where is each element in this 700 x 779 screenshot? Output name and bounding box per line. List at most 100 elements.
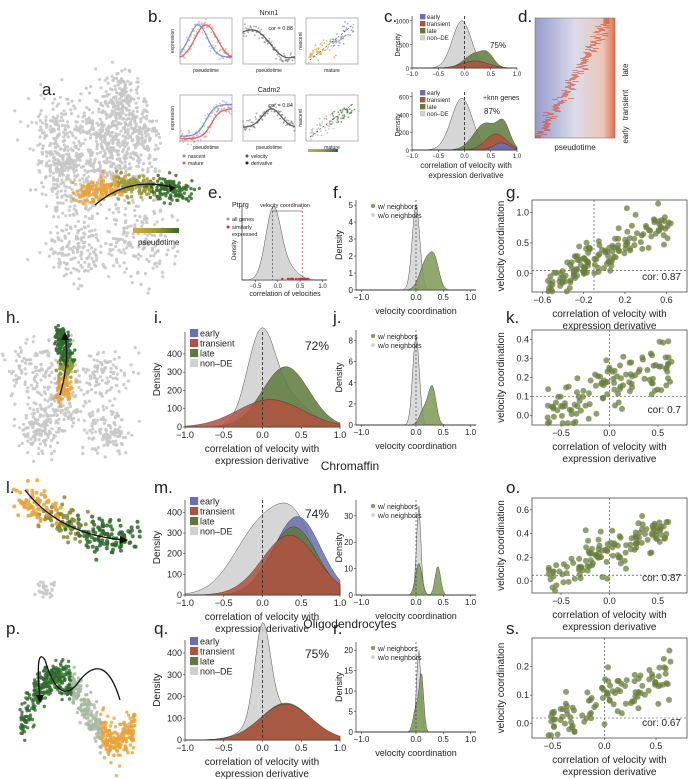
embedding-point (133, 146, 137, 150)
heatmap-peak (545, 117, 552, 119)
heatmap-peak (594, 31, 601, 33)
embedding-point (61, 173, 65, 177)
embedding-point (126, 201, 131, 205)
embedding-point (98, 543, 102, 548)
embedding-point (91, 203, 95, 207)
embedding-point (64, 152, 68, 156)
embedding-point (125, 194, 129, 199)
embedding-point (38, 350, 43, 354)
heatmap-row (535, 127, 615, 129)
data-point (213, 108, 216, 111)
heatmap-peak (603, 23, 610, 25)
embedding-point (48, 595, 52, 599)
embedding-point (13, 417, 17, 421)
x-tick-label: −0.5 (432, 72, 445, 78)
embedding-point (93, 157, 97, 161)
x-tick-label: 0.0 (256, 430, 269, 440)
embedding-point (91, 122, 95, 126)
data-point (198, 130, 201, 133)
heatmap-peak (542, 127, 549, 129)
data-point (205, 135, 207, 138)
embedding-point (72, 518, 77, 523)
heatmap-peak (582, 69, 589, 71)
data-point (215, 103, 218, 106)
data-point (328, 49, 331, 52)
heatmap-row (535, 34, 615, 36)
embedding-point (126, 128, 130, 132)
embedding-point (73, 178, 77, 182)
embedding-point (99, 183, 104, 188)
embedding-point (105, 389, 109, 393)
embedding-point (130, 245, 135, 249)
legend-swatch (190, 647, 199, 656)
embedding-point (36, 421, 40, 425)
data-point (659, 681, 666, 688)
data-point (626, 388, 633, 395)
similar-gene-point (300, 277, 303, 281)
data-point (195, 30, 198, 33)
embedding-point (41, 152, 45, 156)
heatmap-row (535, 100, 615, 102)
data-point (634, 693, 641, 700)
heatmap-row (535, 109, 615, 111)
embedding-point (136, 252, 141, 256)
y-tick-label: 300 (167, 670, 182, 680)
data-point (184, 57, 187, 59)
data-point (618, 375, 624, 382)
data-point (586, 549, 593, 556)
embedding-point (102, 433, 106, 437)
embedding-point (124, 386, 128, 390)
heatmap-row (535, 71, 615, 73)
embedding-point (100, 110, 104, 114)
heatmap-row (535, 85, 615, 87)
data-point (605, 678, 612, 685)
fit-curve (180, 108, 233, 140)
data-point (242, 35, 245, 37)
embedding-point (122, 117, 126, 121)
x-tick-label: −1.0 (354, 293, 370, 302)
embedding-point (97, 110, 101, 114)
embedding-point (174, 173, 178, 178)
data-point (666, 647, 673, 654)
embedding-point (60, 502, 65, 507)
embedding-point (50, 189, 55, 193)
embedding-point (83, 138, 87, 142)
data-point (660, 655, 667, 662)
embedding-point (108, 374, 112, 379)
x-tick-label: 0.5 (652, 596, 665, 606)
embedding-point (114, 115, 118, 119)
heatmap-peak (583, 52, 590, 54)
embedding-point (111, 410, 115, 414)
embedding-point (146, 233, 150, 237)
embedding-point (75, 237, 79, 241)
legend-label: late (200, 657, 215, 667)
embedding-point (38, 423, 42, 428)
data-point (604, 391, 611, 398)
data-point (322, 39, 325, 41)
embedding-point (38, 442, 43, 446)
y-tick-label: 5 (349, 708, 354, 717)
heatmap-peak (603, 27, 610, 29)
embedding-point (21, 428, 25, 432)
data-point (225, 101, 228, 104)
embedding-point (106, 81, 110, 85)
data-point (619, 405, 625, 412)
embedding-point (120, 161, 124, 165)
x-axis-label: expression derivative (563, 454, 657, 465)
embedding-point (95, 181, 100, 185)
heatmap-peak (535, 136, 541, 138)
data-point (646, 667, 653, 673)
embedding-point (119, 179, 124, 184)
embedding-point (125, 246, 129, 250)
embedding-point (85, 195, 89, 199)
heatmap-peak (577, 73, 584, 75)
data-point (221, 99, 224, 102)
embedding-point (130, 281, 134, 285)
data-point (350, 29, 353, 32)
embedding-point (136, 85, 140, 89)
data-point (663, 531, 670, 537)
data-point (635, 705, 642, 712)
heatmap-peak (590, 41, 597, 43)
data-point (211, 112, 214, 114)
